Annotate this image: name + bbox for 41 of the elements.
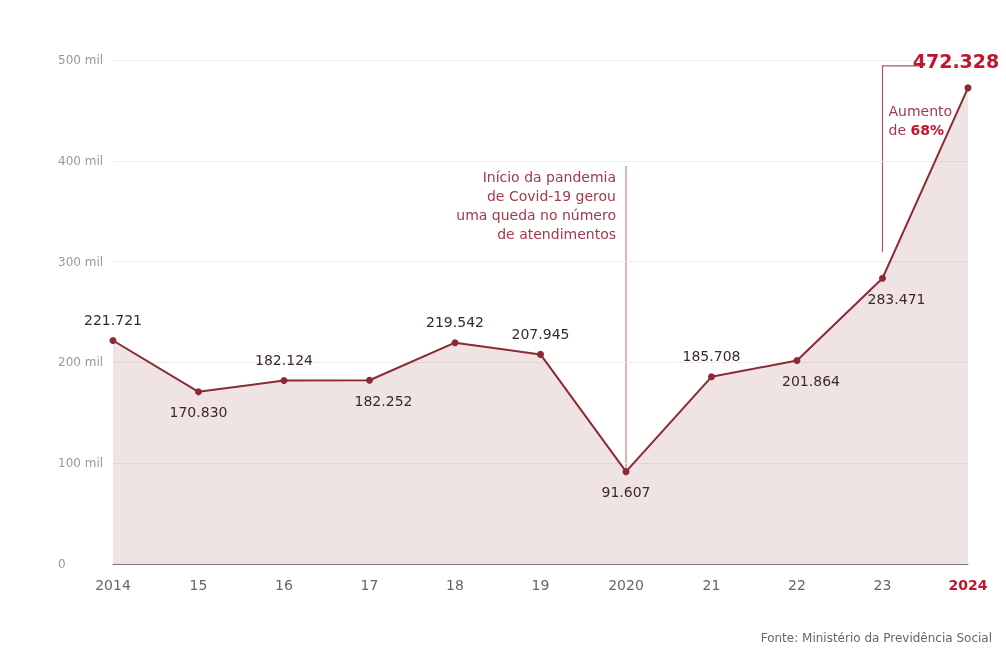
x-tick-label: 2020 <box>608 577 644 593</box>
y-tick-label: 400 mil <box>58 153 104 168</box>
annotation: Aumento de 68% <box>888 103 953 139</box>
y-tick-label: 200 mil <box>58 355 104 370</box>
x-tick-label: 2014 <box>95 577 131 593</box>
x-tick-label: 21 <box>702 577 721 593</box>
point <box>195 388 202 396</box>
x-tick-label: 16 <box>275 577 293 593</box>
point <box>451 339 459 347</box>
point <box>793 357 801 365</box>
x-tick-label: 17 <box>360 577 379 593</box>
x-tick-label: 18 <box>446 577 464 593</box>
data-label: 201.864 <box>782 373 841 390</box>
y-tick-label: 500 mil <box>58 53 104 67</box>
data-label: 91.607 <box>601 484 651 501</box>
x-tick-label: 2024 <box>948 577 988 593</box>
data-label: 182.252 <box>354 392 413 409</box>
point <box>109 337 117 344</box>
data-label: 472.328 <box>912 49 1000 72</box>
y-tick-label: 300 mil <box>58 254 104 269</box>
annotation: Início da pandemia de Covid-19 gerou uma queda no número de atendimentos <box>456 169 616 243</box>
point <box>622 468 630 476</box>
point <box>879 274 886 282</box>
data-label: 185.708 <box>682 348 741 365</box>
x-tick-label: 22 <box>788 577 806 593</box>
data-label: 221.721 <box>84 312 142 329</box>
source-note: Fonte: Ministério da Previdência Social <box>760 631 992 645</box>
point <box>537 350 544 358</box>
x-tick-label: 23 <box>873 577 892 593</box>
data-label: 182.124 <box>255 351 314 368</box>
y-tick-label: 100 mil <box>58 456 104 471</box>
data-label: 207.945 <box>511 325 570 342</box>
data-label: 283.471 <box>867 290 926 307</box>
point <box>366 376 373 384</box>
x-tick-label: 15 <box>189 577 208 593</box>
y-tick-label: 0 <box>58 557 66 571</box>
x-tick-label: 19 <box>531 577 550 593</box>
data-label: 219.542 <box>426 314 484 331</box>
data-label: 170.830 <box>169 404 228 421</box>
point <box>280 376 288 384</box>
point <box>708 373 715 381</box>
